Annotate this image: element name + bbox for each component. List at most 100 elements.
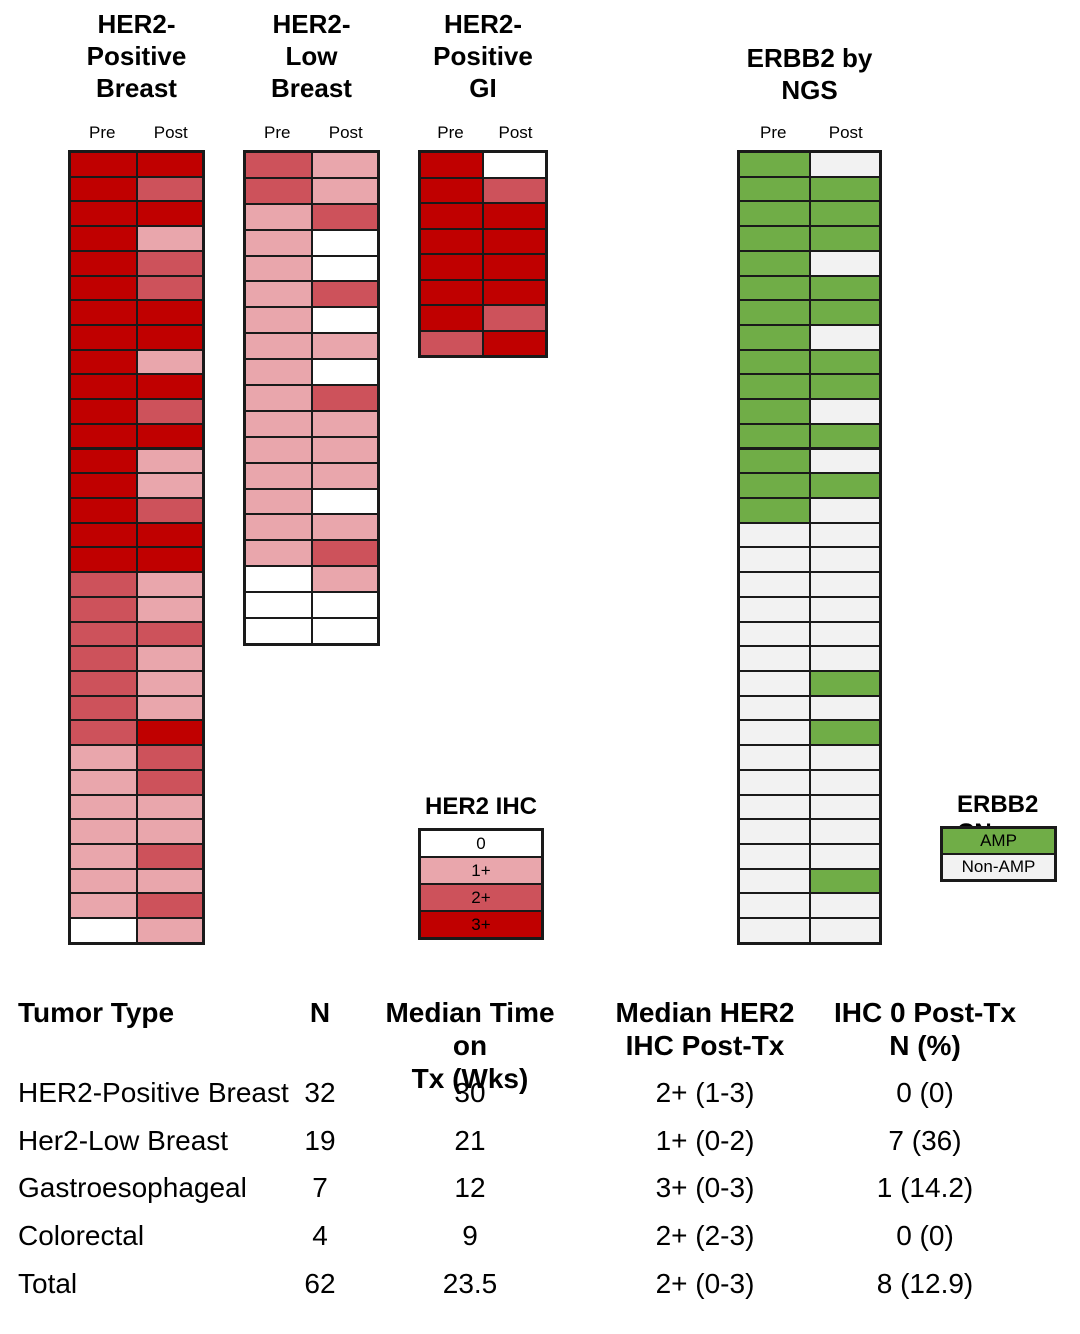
summary-table-r4-c2: 9: [462, 1220, 478, 1251]
heatmap-cell-erbb2_by_ngs-r30-pre: [740, 869, 809, 893]
heatmap-cell-her2_positive_breast-r28-post: [137, 820, 202, 843]
heatmap-cell-her2_low_breast-r7-pre: [246, 308, 311, 333]
heatmap-cell-her2_low_breast-r2-post: [312, 178, 377, 203]
heatmap-cell-her2_positive_breast-r2-pre: [71, 177, 136, 201]
heatmap-cell-erbb2_by_ngs-r2-post: [810, 177, 879, 201]
her2-low-breast-col-label-post: Post: [328, 123, 363, 142]
heatmap-cell-erbb2_by_ngs-r32-post: [810, 919, 879, 942]
heatmap-cell-her2_positive_breast-r17-pre: [71, 548, 136, 572]
heatmap-cell-her2_low_breast-r8-post: [312, 334, 377, 359]
summary-table-header-col0: Tumor Type: [18, 997, 175, 1028]
heatmap-cell-erbb2_by_ngs-r8-pre: [740, 325, 809, 349]
heatmap-cell-erbb2_by_ngs-r3-post: [810, 202, 879, 226]
heatmap-cell-erbb2_by_ngs-r5-post: [810, 251, 879, 275]
heatmap-cell-her2_positive_breast-r32-pre: [71, 919, 136, 942]
heatmap-cell-her2_low_breast-r17-post: [312, 567, 377, 592]
heatmap-cell-her2_positive_breast-r28-pre: [71, 820, 136, 843]
heatmap-cell-her2_positive_breast-r10-pre: [71, 375, 136, 399]
heatmap-cell-erbb2_by_ngs-r14-pre: [740, 474, 809, 497]
heatmap-cell-her2_positive_breast-r22-post: [137, 671, 202, 695]
her2-positive-breast-grid: [68, 150, 205, 945]
heatmap-cell-her2_positive_breast-r24-pre: [71, 721, 136, 745]
heatmap-cell-her2_low_breast-r13-post: [312, 463, 377, 488]
her2-positive-gi-grid: [418, 150, 548, 358]
heatmap-cell-her2_positive_breast-r12-post: [137, 424, 202, 448]
heatmap-cell-her2_low_breast-r9-post: [312, 360, 377, 384]
heatmap-cell-erbb2_by_ngs-r12-pre: [740, 424, 809, 448]
heatmap-cell-her2_positive_breast-r23-pre: [71, 696, 136, 720]
heatmap-cell-her2_positive_breast-r5-pre: [71, 251, 136, 275]
heatmap-cell-her2_positive_breast-r15-post: [137, 498, 202, 522]
heatmap-cell-her2_positive_breast-r27-post: [137, 795, 202, 819]
heatmap-cell-her2_low_breast-r19-post: [312, 619, 377, 643]
heatmap-cell-her2_low_breast-r5-post: [312, 256, 377, 281]
heatmap-cell-her2_low_breast-r15-pre: [246, 515, 311, 540]
heatmap-cell-her2_low_breast-r14-pre: [246, 489, 311, 514]
heatmap-cell-erbb2_by_ngs-r28-pre: [740, 820, 809, 843]
heatmap-cell-her2_positive_breast-r29-pre: [71, 845, 136, 868]
heatmap-cell-erbb2_by_ngs-r19-post: [810, 597, 879, 621]
heatmap-cell-erbb2_by_ngs-r25-post: [810, 746, 879, 769]
heatmap-cell-erbb2_by_ngs-r31-post: [810, 894, 879, 918]
heatmap-cell-her2_positive_breast-r13-post: [137, 449, 202, 473]
heatmap-cell-her2_positive_breast-r18-pre: [71, 573, 136, 596]
heatmap-cell-her2_positive_breast-r11-post: [137, 400, 202, 423]
summary-table-r4-c3: 2+ (2-3): [655, 1220, 755, 1251]
heatmap-cell-her2_positive_gi-r1-pre: [421, 153, 482, 177]
heatmap-cell-her2_positive_breast-r17-post: [137, 548, 202, 572]
heatmap-cell-her2_low_breast-r11-post: [312, 411, 377, 436]
heatmap-cell-her2_low_breast-r3-pre: [246, 204, 311, 229]
heatmap-cell-her2_low_breast-r16-pre: [246, 541, 311, 566]
heatmap-cell-her2_low_breast-r6-post: [312, 282, 377, 307]
heatmap-cell-her2_positive_breast-r20-pre: [71, 622, 136, 646]
heatmap-cell-erbb2_by_ngs-r7-pre: [740, 301, 809, 324]
heatmap-cell-her2_positive_breast-r9-pre: [71, 350, 136, 374]
heatmap-cell-her2_positive_gi-r3-pre: [421, 204, 482, 228]
summary-table-r4-c4: 0 (0): [896, 1220, 954, 1251]
summary-table-r3-c4: 1 (14.2): [876, 1172, 974, 1203]
heatmap-cell-her2_low_breast-r1-pre: [246, 153, 311, 177]
heatmap-cell-erbb2_by_ngs-r22-pre: [740, 671, 809, 695]
summary-table-header-col3: Median HER2 IHC Post-Tx: [615, 997, 795, 1061]
heatmap-cell-her2_positive_breast-r8-pre: [71, 325, 136, 349]
heatmap-cell-her2_positive_breast-r25-pre: [71, 746, 136, 769]
summary-table-r1-c3: 2+ (1-3): [655, 1077, 755, 1108]
heatmap-cell-her2_positive_breast-r2-post: [137, 177, 202, 201]
heatmap-cell-her2_positive_gi-r8-pre: [421, 331, 482, 355]
heatmap-cell-her2_positive_breast-r25-post: [137, 746, 202, 769]
heatmap-cell-erbb2_by_ngs-r23-pre: [740, 696, 809, 720]
summary-table-r2-c0: Her2-Low Breast: [18, 1125, 229, 1156]
heatmap-cell-her2_low_breast-r19-pre: [246, 619, 311, 643]
heatmap-cell-her2_positive_breast-r9-post: [137, 350, 202, 374]
heatmap-cell-her2_positive_gi-r1-post: [484, 153, 545, 177]
her2-ihc-entry-3+: 3+: [421, 912, 541, 937]
summary-table-r5-c2: 23.5: [442, 1268, 498, 1299]
summary-table-r1-c1: 32: [304, 1077, 336, 1108]
heatmap-cell-erbb2_by_ngs-r3-pre: [740, 202, 809, 226]
heatmap-cell-her2_positive_breast-r32-post: [137, 919, 202, 942]
heatmap-cell-erbb2_by_ngs-r19-pre: [740, 597, 809, 621]
heatmap-cell-erbb2_by_ngs-r24-pre: [740, 721, 809, 745]
heatmap-cell-erbb2_by_ngs-r6-pre: [740, 276, 809, 300]
heatmap-cell-her2_positive_gi-r8-post: [484, 331, 545, 355]
summary-table-r3-c2: 12: [454, 1172, 486, 1203]
erbb2-by-ngs-grid: [737, 150, 882, 945]
her2-low-breast-grid: [243, 150, 380, 646]
heatmap-cell-her2_positive_breast-r19-pre: [71, 597, 136, 621]
heatmap-cell-her2_positive_gi-r6-post: [484, 280, 545, 304]
heatmap-cell-her2_positive_gi-r4-post: [484, 229, 545, 253]
heatmap-cell-her2_low_breast-r10-post: [312, 385, 377, 410]
heatmap-cell-her2_positive_breast-r14-pre: [71, 474, 136, 497]
heatmap-cell-her2_positive_breast-r31-pre: [71, 894, 136, 918]
heatmap-cell-erbb2_by_ngs-r17-post: [810, 548, 879, 572]
heatmap-cell-erbb2_by_ngs-r1-post: [810, 153, 879, 176]
heatmap-cell-her2_positive_breast-r14-post: [137, 474, 202, 497]
heatmap-cell-erbb2_by_ngs-r25-pre: [740, 746, 809, 769]
heatmap-cell-her2_low_breast-r13-pre: [246, 463, 311, 488]
erbb2-by-ngs-title: ERBB2 by NGS: [746, 43, 873, 105]
summary-table-header-col2: Median Time on Tx (Wks): [385, 997, 555, 1094]
summary-table-r3-c1: 7: [312, 1172, 328, 1203]
heatmap-cell-erbb2_by_ngs-r9-pre: [740, 350, 809, 374]
heatmap-cell-her2_positive_breast-r31-post: [137, 894, 202, 918]
